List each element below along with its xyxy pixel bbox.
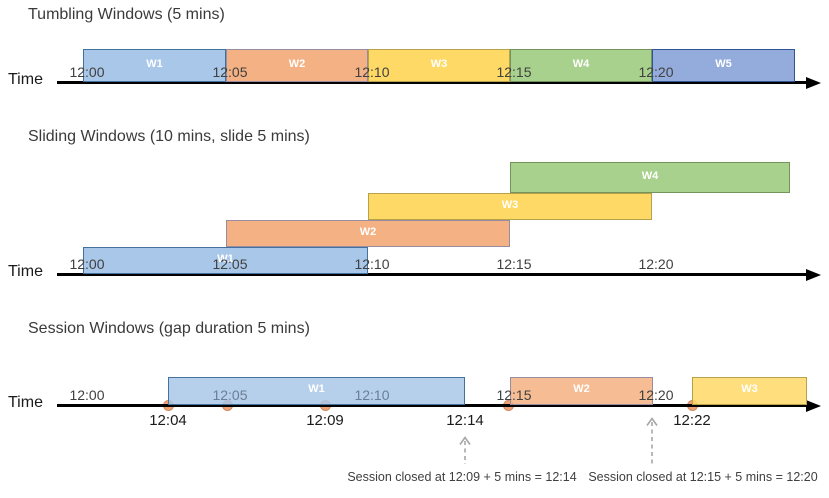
up-arrow-icon xyxy=(646,417,658,464)
tumbling-window-w5 xyxy=(652,49,795,82)
tick-label-tumbling-1215: 12:15 xyxy=(496,64,532,80)
tumbling-window-label-w1: W1 xyxy=(146,57,163,70)
event-time-label-1209: 12:09 xyxy=(306,412,344,429)
tick-label-tumbling-1210: 12:10 xyxy=(354,64,390,80)
tick-label-session-1205: 12:05 xyxy=(212,387,248,403)
session-close-arrow-2 xyxy=(645,417,659,464)
sliding-window-label-w4: W4 xyxy=(641,169,659,182)
tumbling-window-w3 xyxy=(368,49,510,82)
up-arrow-icon xyxy=(459,436,471,464)
sliding-window-label-w2: W2 xyxy=(359,225,377,238)
tumbling-window-w4 xyxy=(510,49,652,82)
tick-label-tumbling-1205: 12:05 xyxy=(212,64,248,80)
time-axis-session xyxy=(57,404,806,407)
session-window-label-w3: W3 xyxy=(741,383,758,395)
tick-label-tumbling-1200: 12:00 xyxy=(69,64,105,80)
time-axis-arrowhead-tumbling xyxy=(806,76,821,89)
tick-label-session-1220: 12:20 xyxy=(638,387,674,403)
tick-label-sliding-1215: 12:15 xyxy=(496,256,532,272)
session-window-label-w1: W1 xyxy=(308,383,325,395)
time-axis-sliding xyxy=(57,273,806,276)
event-time-label-1214: 12:14 xyxy=(446,412,484,429)
session-window-w1 xyxy=(168,377,465,405)
session-close-arrow-1 xyxy=(458,436,472,464)
tick-label-sliding-1220: 12:20 xyxy=(638,256,674,272)
time-axis-label-sliding: Time xyxy=(8,263,43,280)
event-time-label-1222: 12:22 xyxy=(673,412,711,429)
tick-label-sliding-1205: 12:05 xyxy=(212,256,248,272)
tumbling-window-label-w3: W3 xyxy=(430,57,448,70)
event-time-label-1204: 12:04 xyxy=(149,412,187,429)
sliding-window-w1 xyxy=(83,247,368,274)
time-axis-arrowhead-sliding xyxy=(806,268,821,281)
session-window-w3 xyxy=(692,377,807,405)
tumbling-window-label-w2: W2 xyxy=(288,57,306,70)
tick-label-session-1215: 12:15 xyxy=(496,387,532,403)
session-close-annotation-1: Session closed at 12:09 + 5 mins = 12:14 xyxy=(347,470,577,484)
tick-label-session-1200: 12:00 xyxy=(69,387,105,403)
tumbling-window-label-w4: W4 xyxy=(572,57,590,70)
sliding-window-w2 xyxy=(226,220,510,247)
tumbling-window-w1 xyxy=(83,49,226,82)
session-window-w2 xyxy=(510,377,653,405)
sliding-window-label-w3: W3 xyxy=(501,198,519,211)
time-axis-label-session: Time xyxy=(8,394,43,411)
sliding-window-w3 xyxy=(368,193,652,220)
time-axis-arrowhead-session xyxy=(806,399,821,412)
tumbling-window-label-w5: W5 xyxy=(715,57,732,70)
tick-label-session-1210: 12:10 xyxy=(354,387,390,403)
tick-label-sliding-1200: 12:00 xyxy=(69,256,105,272)
session-close-annotation-2: Session closed at 12:15 + 5 mins = 12:20 xyxy=(588,470,818,484)
time-axis-label-tumbling: Time xyxy=(8,71,43,88)
session-windows-title: Session Windows (gap duration 5 mins) xyxy=(28,320,310,337)
sliding-windows-title: Sliding Windows (10 mins, slide 5 mins) xyxy=(28,128,310,145)
session-window-label-w2: W2 xyxy=(573,383,590,395)
tumbling-window-w2 xyxy=(226,49,368,82)
sliding-window-w4 xyxy=(510,162,790,193)
tumbling-windows-title: Tumbling Windows (5 mins) xyxy=(28,6,225,23)
tick-label-sliding-1210: 12:10 xyxy=(354,256,390,272)
tick-label-tumbling-1220: 12:20 xyxy=(638,64,674,80)
time-axis-tumbling xyxy=(57,81,806,84)
sliding-window-label-w1: W1 xyxy=(217,252,234,265)
